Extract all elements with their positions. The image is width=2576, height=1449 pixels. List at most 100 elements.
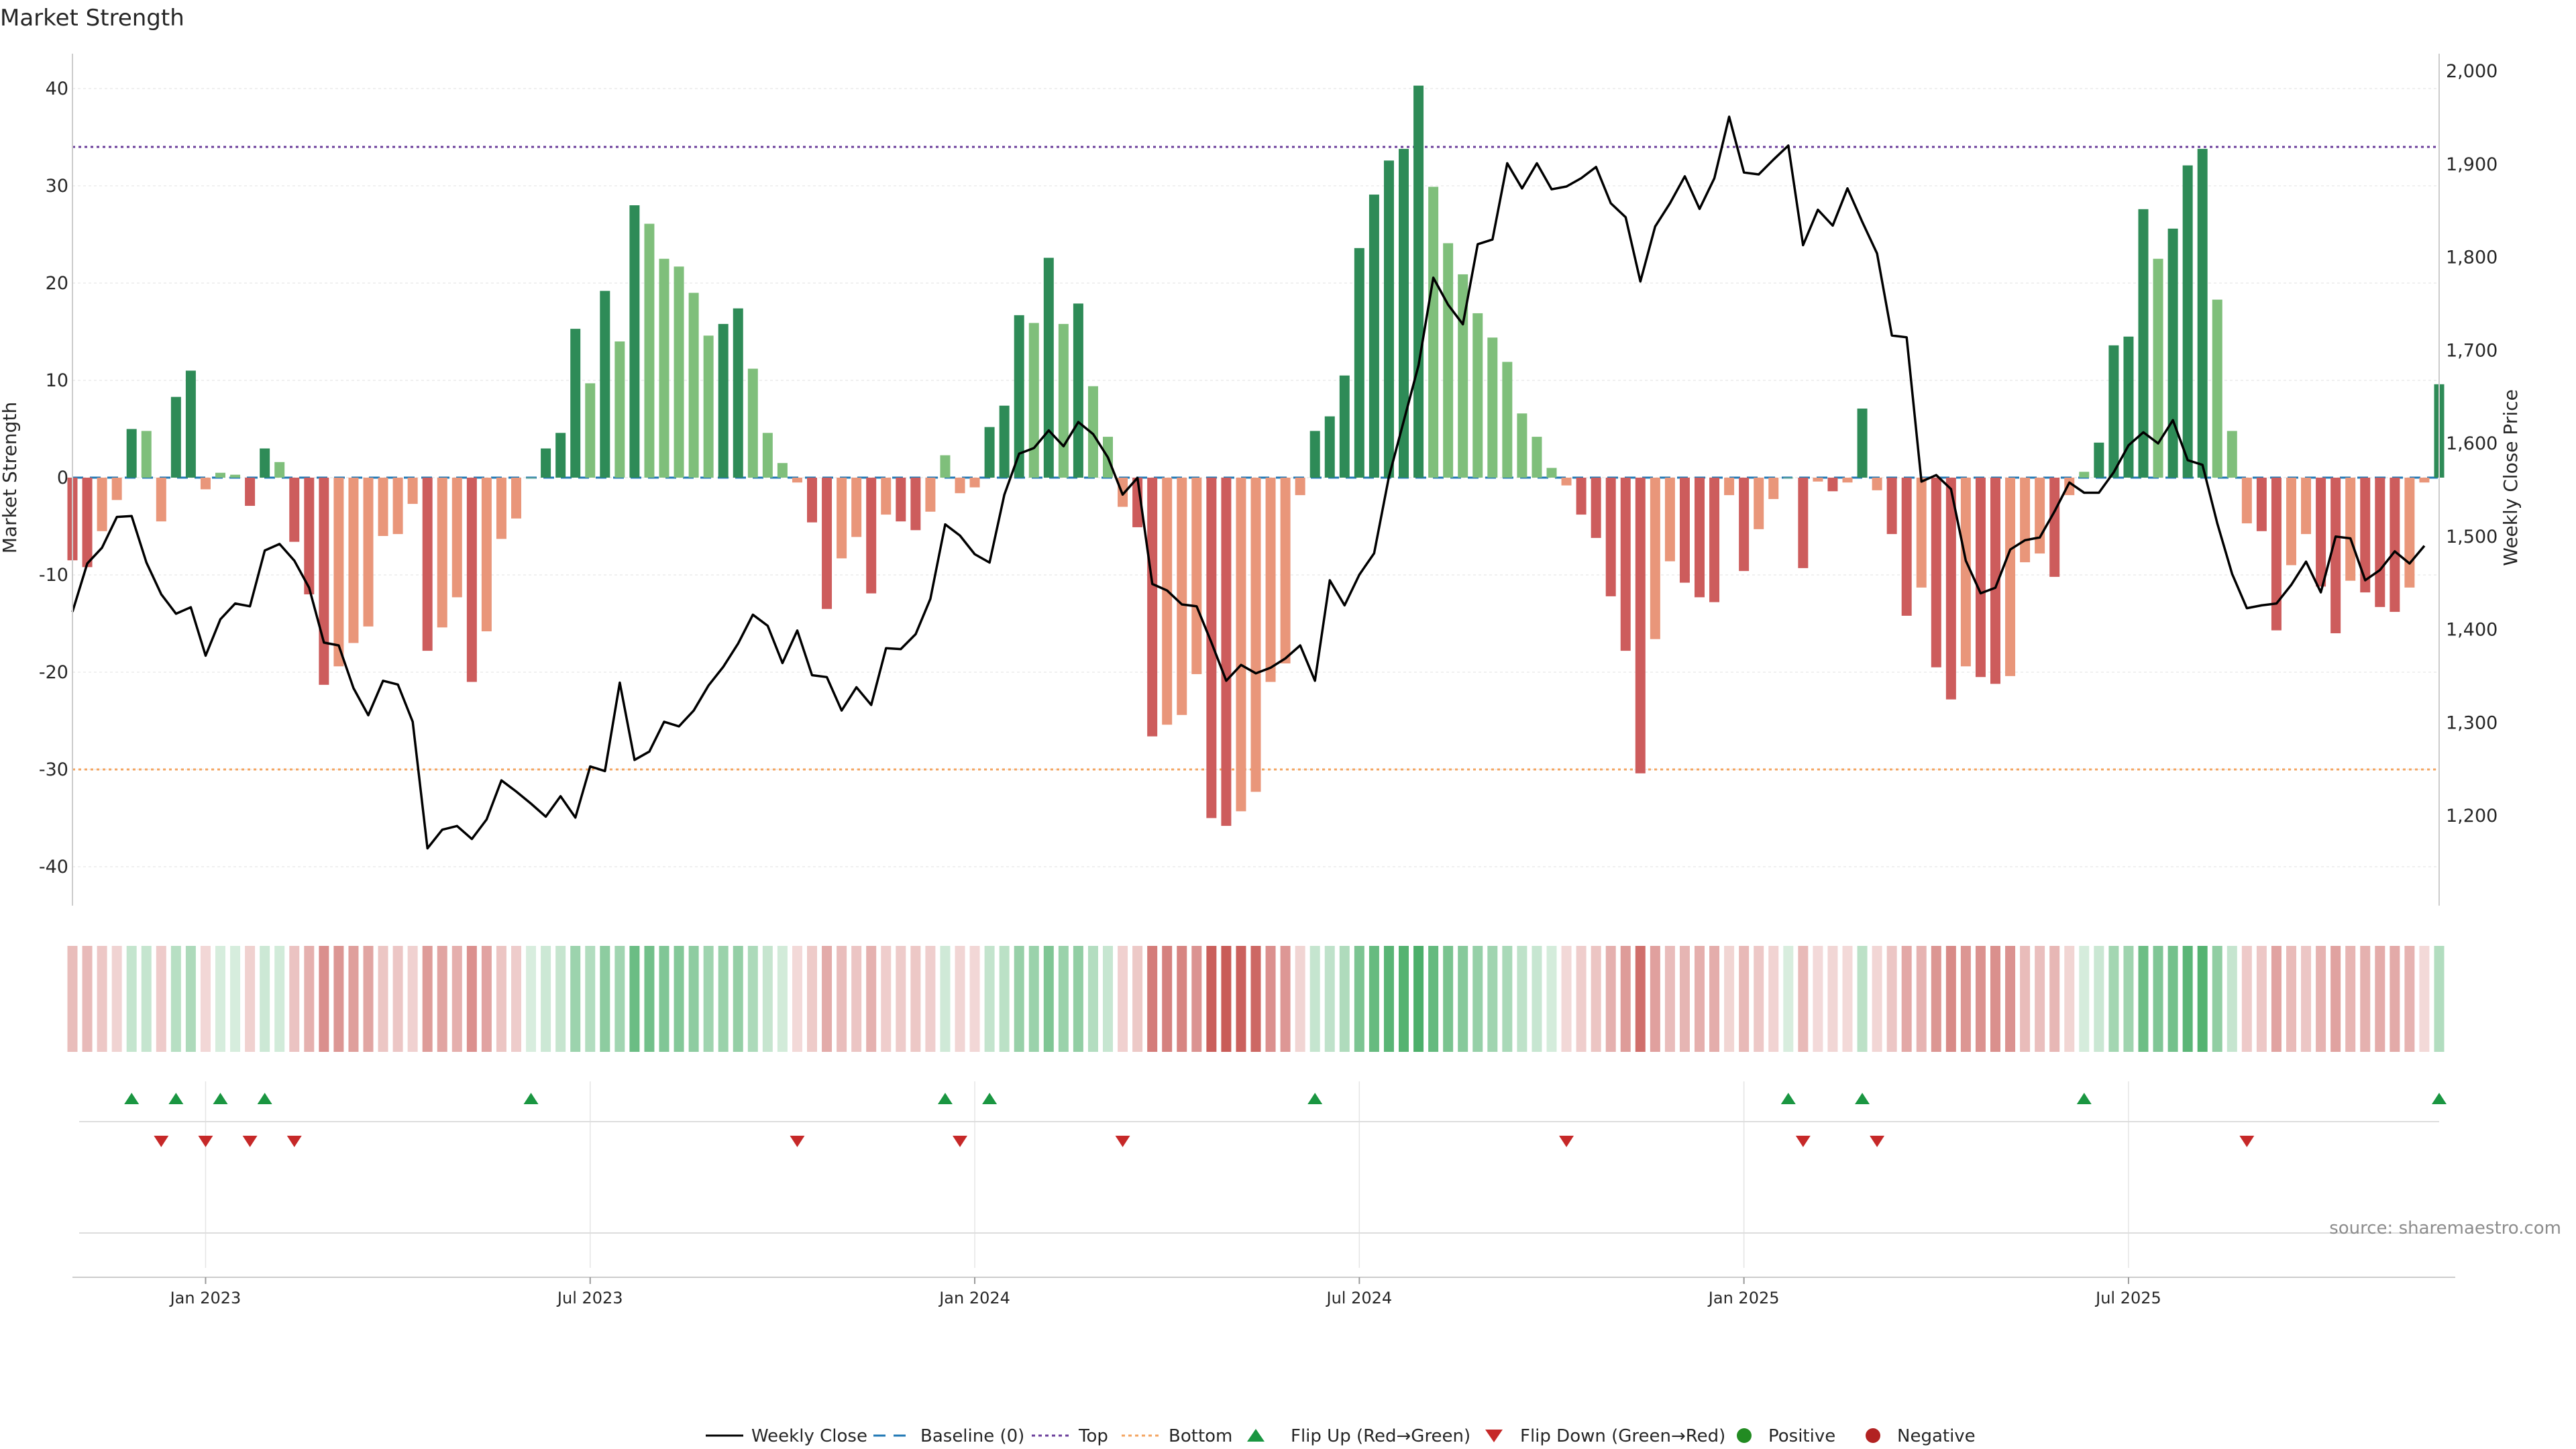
strength-bar xyxy=(2212,299,2222,478)
strength-bar xyxy=(1162,478,1173,725)
heat-cell xyxy=(807,946,817,1052)
legend-top: Top xyxy=(1078,1426,1108,1446)
strength-bar xyxy=(1768,478,1779,499)
heat-cell xyxy=(969,946,980,1052)
y2-tick-label: 1,300 xyxy=(2446,712,2498,733)
heat-cell xyxy=(659,946,669,1052)
heat-cell xyxy=(1073,946,1083,1052)
heat-cell xyxy=(570,946,581,1052)
strength-bar xyxy=(674,266,684,478)
strength-bar xyxy=(1591,478,1601,538)
strength-bar xyxy=(955,478,965,494)
strength-bar xyxy=(348,478,359,643)
strength-bar xyxy=(1695,478,1705,598)
y-tick-label: 40 xyxy=(46,78,68,99)
legend-weekly-close: Weekly Close xyxy=(751,1426,867,1446)
flip-up-marker xyxy=(124,1093,140,1104)
heat-cell xyxy=(1960,946,1971,1052)
strength-bar xyxy=(747,368,758,478)
heat-cell xyxy=(2079,946,2090,1052)
heat-cell xyxy=(511,946,521,1052)
flip-down-marker xyxy=(953,1136,967,1147)
heat-cell xyxy=(378,946,388,1052)
strength-bar xyxy=(2419,478,2430,483)
heat-cell xyxy=(2182,946,2193,1052)
heat-cell xyxy=(2212,946,2222,1052)
heat-cell xyxy=(2167,946,2178,1052)
strength-bar xyxy=(659,258,669,478)
strength-bar xyxy=(1280,478,1291,663)
strength-bar xyxy=(82,478,93,568)
heat-cell xyxy=(910,946,921,1052)
heat-cell xyxy=(1650,946,1660,1052)
legend-flip-down-icon xyxy=(1485,1430,1503,1442)
strength-bar xyxy=(2079,472,2090,478)
legend-negative: Negative xyxy=(1897,1426,1976,1446)
strength-bar xyxy=(2316,478,2326,587)
heat-cell xyxy=(1472,946,1483,1052)
strength-bar xyxy=(1724,478,1735,496)
legend: Weekly Close Baseline (0) Top Bottom Fli… xyxy=(706,1426,1976,1446)
y-tick-label: 0 xyxy=(57,468,68,488)
strength-bar xyxy=(2138,209,2149,478)
heat-cell xyxy=(688,946,699,1052)
strength-bar xyxy=(2020,478,2031,563)
strength-bar xyxy=(200,478,211,490)
heat-cell xyxy=(1087,946,1098,1052)
heat-cell xyxy=(2241,946,2252,1052)
heat-cell xyxy=(1354,946,1364,1052)
strength-bar xyxy=(1191,478,1202,674)
heat-cell xyxy=(289,946,300,1052)
legend-bottom: Bottom xyxy=(1169,1426,1232,1446)
heat-cell xyxy=(837,946,847,1052)
heat-cell xyxy=(2197,946,2208,1052)
heat-cell xyxy=(1339,946,1350,1052)
strength-bar xyxy=(1147,478,1158,737)
strength-bar xyxy=(437,478,447,628)
heat-cell xyxy=(762,946,773,1052)
heat-cell xyxy=(2005,946,2016,1052)
heat-cell xyxy=(392,946,403,1052)
heat-cell xyxy=(1443,946,1454,1052)
heat-cell xyxy=(2360,946,2371,1052)
x-tick-label: Jan 2023 xyxy=(169,1289,241,1307)
heat-cell xyxy=(1147,946,1158,1052)
heat-cell xyxy=(1399,946,1409,1052)
y2-tick-label: 1,400 xyxy=(2446,620,2498,641)
legend-positive-icon xyxy=(1737,1428,1752,1443)
y-tick-label: 10 xyxy=(46,370,68,391)
strength-bar xyxy=(1502,362,1513,478)
strength-bar xyxy=(1857,409,1868,478)
heat-cell xyxy=(2226,946,2237,1052)
legend-positive: Positive xyxy=(1768,1426,1835,1446)
heat-cell xyxy=(1576,946,1587,1052)
heat-cell xyxy=(1798,946,1809,1052)
strength-bar xyxy=(807,478,817,523)
heat-cell xyxy=(1383,946,1394,1052)
heat-cell xyxy=(1605,946,1616,1052)
strength-bar xyxy=(2035,478,2045,554)
strength-bar xyxy=(600,290,610,478)
heat-cell xyxy=(526,946,537,1052)
heat-cell xyxy=(2345,946,2356,1052)
heat-cell xyxy=(1664,946,1675,1052)
heat-cell xyxy=(1842,946,1853,1052)
heat-cell xyxy=(1487,946,1498,1052)
heat-cell xyxy=(2301,946,2312,1052)
flip-down-marker xyxy=(242,1136,258,1147)
heat-cell xyxy=(555,946,566,1052)
strength-bar xyxy=(1487,337,1498,478)
strength-bar xyxy=(1354,248,1364,478)
strength-bar xyxy=(422,478,433,651)
y2-tick-label: 1,500 xyxy=(2446,527,2498,547)
strength-bar xyxy=(1532,437,1542,478)
heat-cell xyxy=(747,946,758,1052)
strength-bar xyxy=(1679,478,1690,583)
weekly-close-line xyxy=(71,115,2426,850)
strength-bar xyxy=(629,205,640,478)
flip-up-marker xyxy=(213,1093,228,1104)
strength-bar xyxy=(407,478,418,504)
strength-bar xyxy=(363,478,374,627)
legend-negative-icon xyxy=(1866,1428,1880,1443)
